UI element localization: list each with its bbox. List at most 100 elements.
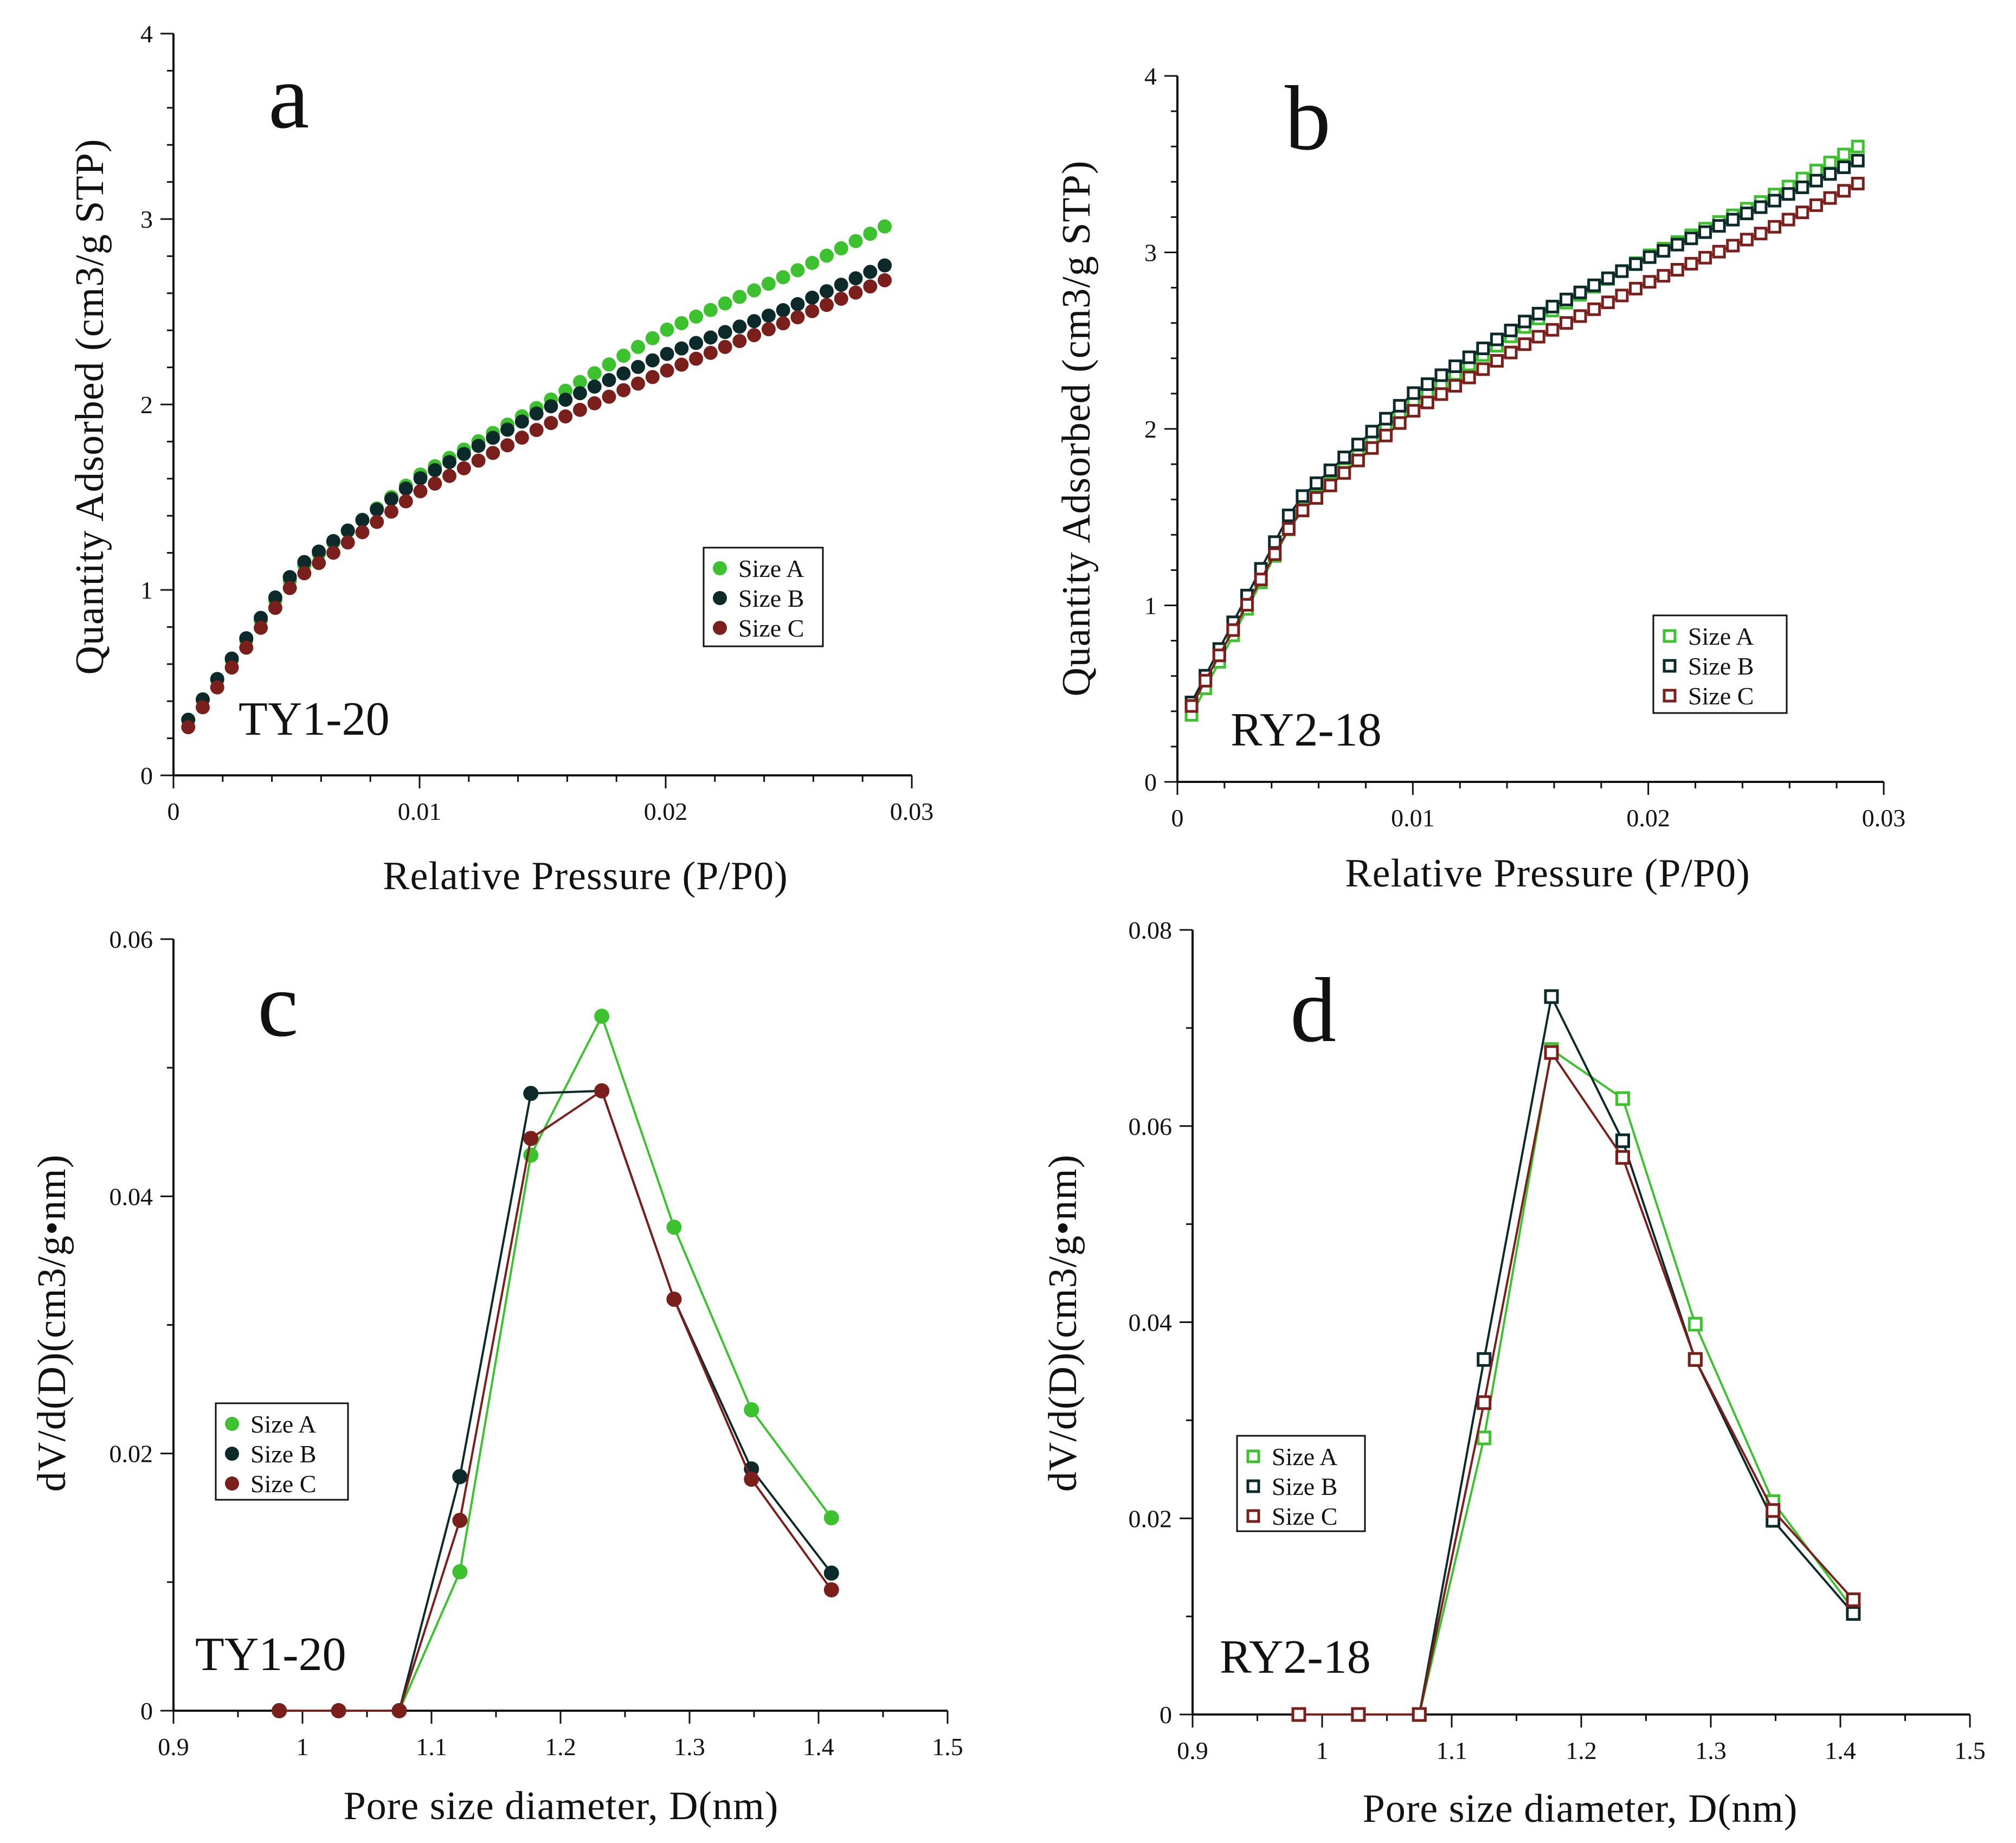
data-point	[732, 333, 747, 348]
data-point	[471, 453, 486, 468]
legend-label: Size B	[1272, 1473, 1337, 1500]
x-tick-label: 1.4	[1825, 1737, 1856, 1764]
data-point	[602, 373, 616, 387]
data-point	[1573, 285, 1587, 299]
legend-marker	[1246, 1479, 1260, 1493]
y-tick-label: 0	[140, 1697, 153, 1725]
data-point	[428, 463, 442, 478]
data-point	[331, 1703, 346, 1718]
y-tick-label: 4	[1144, 62, 1157, 90]
y-tick-label: 0	[1160, 1701, 1172, 1729]
data-point	[523, 1147, 539, 1163]
data-point	[1657, 269, 1671, 283]
data-point	[1740, 233, 1754, 247]
data-point	[1684, 256, 1698, 271]
data-point	[1698, 251, 1712, 265]
y-tick-label: 0.08	[1129, 916, 1173, 944]
series-size-c	[181, 273, 892, 735]
data-point	[1544, 989, 1559, 1004]
y-tick-label: 4	[140, 20, 153, 48]
data-point	[1310, 491, 1324, 505]
data-point	[1684, 232, 1698, 246]
data-point	[1601, 296, 1615, 310]
data-point	[442, 455, 457, 470]
data-point	[572, 375, 587, 389]
legend-marker	[1246, 1509, 1260, 1523]
data-point	[776, 270, 790, 285]
data-point	[1407, 386, 1421, 400]
data-point	[529, 423, 544, 438]
data-point	[602, 357, 616, 372]
y-tick-label: 0.04	[1129, 1309, 1173, 1337]
series-size-b	[1184, 153, 1865, 710]
data-point	[1434, 368, 1448, 382]
y-tick-label: 0.06	[110, 926, 153, 953]
data-point	[471, 439, 486, 453]
data-point	[718, 325, 732, 339]
data-point	[1726, 213, 1740, 227]
data-point	[666, 1292, 682, 1307]
data-point	[631, 339, 646, 354]
data-point	[1477, 1395, 1492, 1410]
legend-marker	[225, 1417, 239, 1431]
legend-label: Size A	[1272, 1443, 1337, 1470]
y-tick-label: 0.06	[1129, 1113, 1173, 1140]
data-point	[391, 1703, 407, 1718]
y-axis-label-d: dV/d(D)(cm3/g•nm)	[1041, 1154, 1085, 1492]
data-point	[878, 219, 892, 234]
x-tick-label: 1.1	[416, 1733, 447, 1761]
data-point	[1698, 225, 1712, 239]
data-point	[863, 279, 878, 294]
data-point	[1477, 1430, 1492, 1446]
series-size-c	[272, 1083, 839, 1718]
data-point	[776, 303, 790, 318]
x-tick-label: 1	[297, 1733, 309, 1761]
data-point	[239, 640, 254, 655]
legend-label: Size C	[1688, 682, 1754, 710]
panel-a: a TY1-20 Relative Pressure (P/P0) Quanti…	[68, 46, 788, 898]
data-point	[1837, 147, 1851, 162]
y-tick-label: 0	[1144, 768, 1157, 796]
data-point	[1687, 1317, 1703, 1332]
data-point	[1184, 699, 1199, 713]
data-point	[1379, 412, 1393, 426]
data-point	[1531, 306, 1545, 320]
data-point	[1768, 220, 1782, 234]
data-point	[1351, 1707, 1366, 1722]
panel-c: c TY1-20 Pore size diameter, D(nm) dV/d(…	[30, 954, 778, 1828]
data-point	[602, 389, 616, 404]
data-point	[689, 336, 704, 350]
data-point	[340, 535, 355, 550]
data-point	[456, 447, 471, 461]
legend-marker	[1663, 689, 1677, 703]
y-tick-label: 2	[140, 391, 153, 419]
data-point	[823, 1510, 839, 1526]
data-point	[268, 601, 282, 615]
data-point	[1643, 250, 1657, 264]
data-point	[1559, 316, 1573, 330]
data-point	[1531, 330, 1545, 344]
data-point	[456, 461, 471, 476]
data-point	[587, 366, 602, 381]
data-point	[1795, 206, 1809, 220]
data-point	[1518, 314, 1532, 329]
data-point	[805, 290, 820, 305]
data-point	[514, 414, 529, 429]
x-tick-label: 1.3	[674, 1733, 705, 1761]
data-point	[1846, 1592, 1861, 1607]
data-point	[1393, 399, 1407, 413]
data-point	[660, 363, 674, 378]
data-point	[878, 273, 892, 287]
x-tick-label: 0.02	[644, 798, 688, 825]
data-point	[863, 227, 878, 241]
data-point	[224, 660, 239, 675]
data-point	[1448, 359, 1463, 373]
data-point	[1490, 332, 1504, 346]
data-point	[1768, 194, 1782, 208]
data-point	[355, 525, 370, 540]
panel-letter-c: c	[257, 954, 298, 1056]
legend-marker	[713, 621, 727, 635]
data-point	[1212, 648, 1226, 663]
data-point	[1657, 244, 1671, 258]
